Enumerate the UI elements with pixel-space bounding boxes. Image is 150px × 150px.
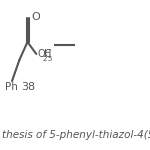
Text: OC: OC bbox=[37, 49, 52, 59]
Text: Ph: Ph bbox=[5, 82, 18, 92]
Text: 38: 38 bbox=[21, 82, 35, 92]
Text: thesis of 5-phenyl-thiazol-4(5H)-ones: thesis of 5-phenyl-thiazol-4(5H)-ones bbox=[2, 130, 150, 140]
Text: 5: 5 bbox=[47, 56, 51, 62]
Text: 2: 2 bbox=[43, 56, 47, 62]
Text: H: H bbox=[44, 49, 52, 59]
Text: O: O bbox=[31, 12, 40, 22]
